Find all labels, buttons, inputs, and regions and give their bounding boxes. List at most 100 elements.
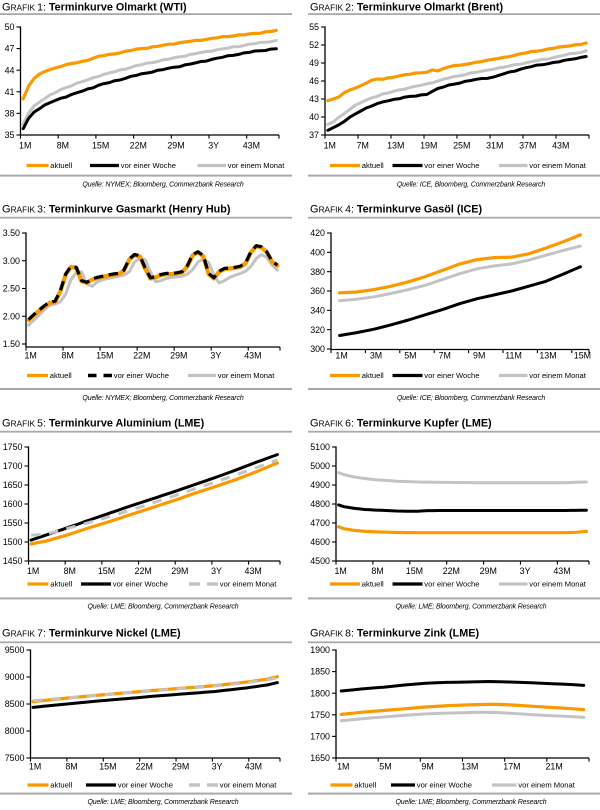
svg-text:1M: 1M bbox=[335, 350, 347, 360]
svg-text:22M: 22M bbox=[443, 566, 460, 576]
svg-text:5000: 5000 bbox=[310, 461, 330, 471]
svg-text:13M: 13M bbox=[539, 350, 556, 360]
svg-text:vor einer Woche: vor einer Woche bbox=[417, 781, 472, 790]
svg-text:29M: 29M bbox=[480, 566, 497, 576]
svg-text:Quelle: LME; Bloomberg, Commer: Quelle: LME; Bloomberg, Commerzbank Rese… bbox=[88, 799, 239, 806]
svg-text:37M: 37M bbox=[519, 140, 536, 150]
svg-text:11M: 11M bbox=[505, 350, 522, 360]
svg-text:37: 37 bbox=[309, 130, 319, 140]
svg-text:4900: 4900 bbox=[310, 480, 330, 490]
svg-text:43M: 43M bbox=[244, 350, 261, 360]
svg-text:1M: 1M bbox=[27, 566, 39, 576]
svg-text:1750: 1750 bbox=[310, 710, 330, 720]
svg-text:50: 50 bbox=[5, 22, 15, 32]
svg-text:1650: 1650 bbox=[3, 480, 23, 490]
svg-text:aktuell: aktuell bbox=[50, 781, 72, 790]
svg-text:1850: 1850 bbox=[310, 667, 330, 677]
svg-text:5100: 5100 bbox=[310, 442, 330, 452]
svg-text:320: 320 bbox=[310, 325, 325, 335]
svg-text:Quelle: ICE, Bloomberg, Commer: Quelle: ICE, Bloomberg, Commerzbank Rese… bbox=[397, 182, 545, 189]
svg-text:vor einem Monat: vor einem Monat bbox=[220, 781, 277, 790]
svg-text:5M: 5M bbox=[404, 350, 416, 360]
svg-text:8M: 8M bbox=[57, 140, 69, 150]
svg-text:Quelle: LME; Bloomberg, Commer: Quelle: LME; Bloomberg, Commerzbank Rese… bbox=[396, 799, 547, 806]
svg-text:vor einer Woche: vor einer Woche bbox=[114, 371, 169, 380]
svg-text:400: 400 bbox=[310, 247, 325, 257]
svg-text:1750: 1750 bbox=[3, 442, 23, 452]
svg-text:43M: 43M bbox=[245, 566, 262, 576]
svg-text:2.00: 2.00 bbox=[3, 311, 20, 321]
svg-text:360: 360 bbox=[310, 286, 325, 296]
svg-text:15M: 15M bbox=[98, 566, 115, 576]
svg-text:3M: 3M bbox=[370, 350, 382, 360]
svg-text:8M: 8M bbox=[65, 761, 77, 771]
svg-text:340: 340 bbox=[310, 305, 325, 315]
svg-text:3Y: 3Y bbox=[208, 140, 219, 150]
svg-text:vor einer Woche: vor einer Woche bbox=[113, 580, 168, 589]
svg-text:15M: 15M bbox=[96, 350, 113, 360]
svg-text:7500: 7500 bbox=[5, 753, 25, 763]
svg-text:Quelle: NYMEX; Bloomberg, Comm: Quelle: NYMEX; Bloomberg, Commerzbank Re… bbox=[82, 395, 243, 402]
svg-text:380: 380 bbox=[310, 267, 325, 277]
svg-text:15M: 15M bbox=[406, 566, 423, 576]
svg-text:43M: 43M bbox=[553, 566, 570, 576]
svg-text:1.50: 1.50 bbox=[3, 339, 20, 349]
svg-text:1M: 1M bbox=[24, 350, 36, 360]
svg-text:vor einem Monat: vor einem Monat bbox=[228, 161, 285, 170]
svg-text:8000: 8000 bbox=[5, 726, 25, 736]
svg-text:35: 35 bbox=[5, 130, 15, 140]
svg-text:aktuell: aktuell bbox=[362, 161, 384, 170]
svg-text:vor einer Woche: vor einer Woche bbox=[121, 161, 176, 170]
svg-text:3Y: 3Y bbox=[211, 566, 222, 576]
svg-text:vor einer Woche: vor einer Woche bbox=[118, 781, 173, 790]
svg-text:aktuell: aktuell bbox=[362, 371, 384, 380]
svg-text:5M: 5M bbox=[379, 761, 391, 771]
svg-text:41: 41 bbox=[5, 87, 15, 97]
svg-text:3.00: 3.00 bbox=[3, 256, 20, 266]
svg-text:15M: 15M bbox=[99, 761, 116, 771]
svg-text:3Y: 3Y bbox=[212, 761, 223, 771]
svg-text:7M: 7M bbox=[357, 140, 369, 150]
svg-text:1800: 1800 bbox=[310, 688, 330, 698]
svg-text:1600: 1600 bbox=[3, 499, 23, 509]
svg-text:4600: 4600 bbox=[310, 537, 330, 547]
svg-text:vor einem Monat: vor einem Monat bbox=[220, 580, 277, 589]
svg-text:vor einer Woche: vor einer Woche bbox=[424, 580, 479, 589]
svg-text:300: 300 bbox=[310, 344, 325, 354]
svg-text:13M: 13M bbox=[461, 761, 478, 771]
svg-text:46: 46 bbox=[309, 76, 319, 86]
svg-text:31M: 31M bbox=[486, 140, 503, 150]
svg-text:1700: 1700 bbox=[310, 732, 330, 742]
svg-text:22M: 22M bbox=[136, 761, 153, 771]
svg-text:8M: 8M bbox=[371, 566, 383, 576]
svg-text:Quelle: LME; Bloomberg, Commer: Quelle: LME; Bloomberg, Commerzbank Rese… bbox=[88, 604, 239, 611]
svg-text:8500: 8500 bbox=[5, 699, 25, 709]
svg-text:GRAFIK 8: Terminkurve Zink (LM: GRAFIK 8: Terminkurve Zink (LME) bbox=[310, 628, 479, 640]
svg-text:38: 38 bbox=[5, 109, 15, 119]
svg-text:aktuell: aktuell bbox=[362, 580, 384, 589]
svg-text:2.50: 2.50 bbox=[3, 284, 20, 294]
svg-text:1900: 1900 bbox=[310, 645, 330, 655]
svg-text:Quelle: LME; Bloomberg, Commer: Quelle: LME; Bloomberg, Commerzbank Rese… bbox=[396, 604, 547, 611]
svg-text:1700: 1700 bbox=[3, 461, 23, 471]
svg-text:vor einem Monat: vor einem Monat bbox=[529, 580, 586, 589]
svg-text:1M: 1M bbox=[19, 140, 31, 150]
svg-text:55: 55 bbox=[309, 22, 319, 32]
svg-text:1500: 1500 bbox=[3, 537, 23, 547]
svg-text:GRAFIK 6: Terminkurve Kupfer (: GRAFIK 6: Terminkurve Kupfer (LME) bbox=[310, 418, 492, 430]
svg-text:4500: 4500 bbox=[310, 556, 330, 566]
svg-text:49: 49 bbox=[309, 58, 319, 68]
svg-text:47: 47 bbox=[5, 44, 15, 54]
svg-text:19M: 19M bbox=[420, 140, 437, 150]
svg-text:vor einem Monat: vor einem Monat bbox=[529, 161, 586, 170]
svg-text:1450: 1450 bbox=[3, 556, 23, 566]
svg-text:43M: 43M bbox=[552, 140, 569, 150]
svg-text:Quelle: NYMEX; Bloomberg, Comm: Quelle: NYMEX; Bloomberg, Commerzbank Re… bbox=[82, 182, 243, 189]
svg-text:3Y: 3Y bbox=[520, 566, 531, 576]
svg-text:43: 43 bbox=[309, 94, 319, 104]
svg-text:GRAFIK 4: Terminkurve Gasöl (I: GRAFIK 4: Terminkurve Gasöl (ICE) bbox=[310, 204, 482, 216]
svg-text:3.50: 3.50 bbox=[3, 228, 20, 238]
svg-text:4700: 4700 bbox=[310, 518, 330, 528]
svg-text:GRAFIK 5: Terminkurve Aluminiu: GRAFIK 5: Terminkurve Aluminium (LME) bbox=[2, 418, 205, 430]
svg-text:aktuell: aktuell bbox=[50, 371, 72, 380]
